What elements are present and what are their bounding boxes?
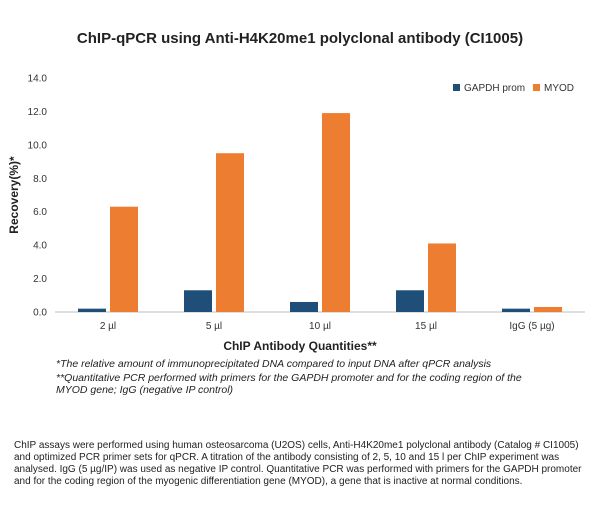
legend-swatch: [533, 84, 540, 91]
bar-myod: [322, 113, 350, 312]
bar-myod: [216, 153, 244, 312]
footnote-recovery: *The relative amount of immunoprecipitat…: [56, 358, 492, 370]
bar-gapdh: [290, 301, 318, 312]
y-axis-ticks: 0.0 2.0 4.0 6.0 8.0 10.0 12.0 14.0: [28, 74, 48, 319]
bar-gapdh: [78, 308, 106, 312]
x-tick-label: 15 µl: [415, 321, 437, 332]
y-tick-label: 10.0: [28, 140, 48, 151]
legend: GAPDH prom MYOD: [453, 83, 574, 94]
bar-myod: [534, 306, 562, 312]
x-axis-ticks: 2 µl 5 µl 10 µl 15 µl IgG (5 µg): [100, 321, 555, 332]
legend-swatch: [453, 84, 460, 91]
x-axis-title: ChIP Antibody Quantities**: [223, 339, 377, 353]
footnote-pcr: **Quantitative PCR performed with primer…: [56, 372, 522, 396]
y-tick-label: 0.0: [33, 308, 47, 319]
bar-gapdh: [184, 290, 212, 312]
bar-gapdh: [396, 290, 424, 312]
y-tick-label: 12.0: [28, 107, 48, 118]
y-tick-label: 2.0: [33, 274, 47, 285]
y-axis-title: Recovery(%)*: [7, 156, 21, 234]
legend-label: GAPDH prom: [464, 83, 525, 94]
bar-chart: 0.0 2.0 4.0 6.0 8.0 10.0 12.0 14.0 2 µl 5 µl 10 µ…: [7, 74, 585, 353]
bars-group: [78, 113, 562, 312]
x-tick-label: IgG (5 µg): [509, 321, 554, 332]
x-tick-label: 5 µl: [206, 321, 222, 332]
bar-myod: [110, 206, 138, 312]
x-tick-label: 2 µl: [100, 321, 116, 332]
x-tick-label: 10 µl: [309, 321, 331, 332]
y-tick-label: 8.0: [33, 174, 47, 185]
y-tick-label: 4.0: [33, 241, 47, 252]
bar-gapdh: [502, 308, 530, 312]
bar-myod: [428, 243, 456, 312]
legend-label: MYOD: [544, 83, 574, 94]
y-tick-label: 6.0: [33, 207, 47, 218]
figure-caption: ChIP assays were performed using human o…: [14, 440, 582, 487]
y-tick-label: 14.0: [28, 74, 48, 85]
chart-title: ChIP-qPCR using Anti-H4K20me1 polyclonal…: [76, 30, 524, 47]
